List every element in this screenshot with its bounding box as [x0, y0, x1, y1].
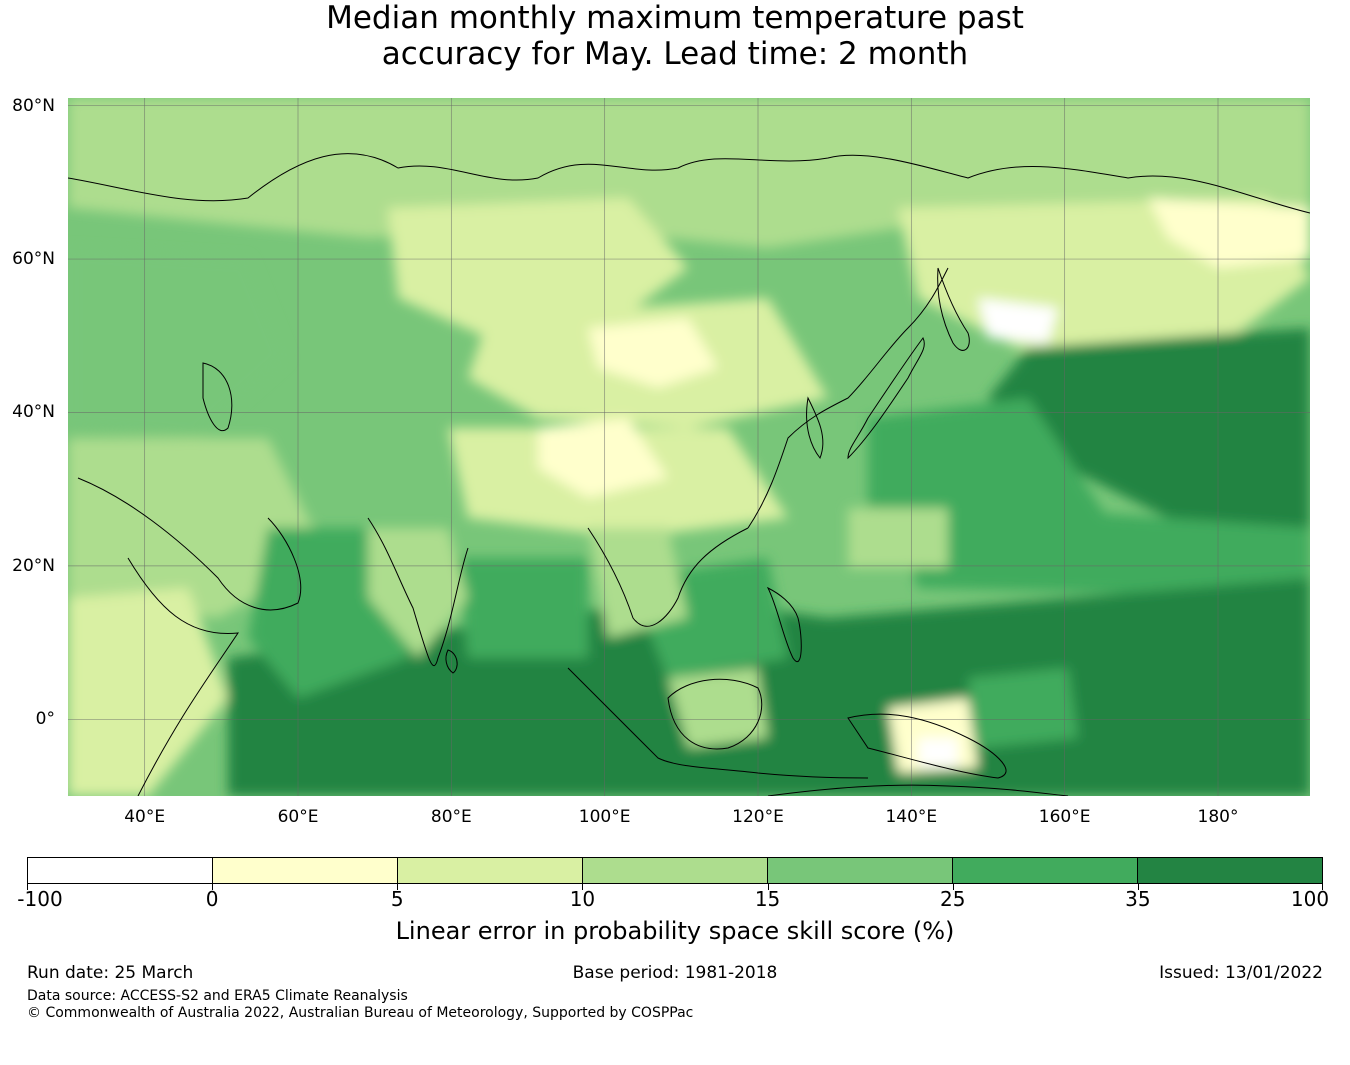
lat-label: 0° — [35, 709, 55, 730]
skill-patch-wpacific-mid — [888, 498, 1310, 598]
data-source: Data source: ACCESS-S2 and ERA5 Climate … — [27, 988, 408, 1004]
lon-label: 180° — [1197, 807, 1239, 827]
coastline-australia-north — [767, 784, 1069, 796]
colorbar-tick — [767, 884, 769, 890]
colorbar-tick-label: 0 — [205, 887, 219, 911]
lat-label: 60°N — [12, 249, 55, 270]
coastline-africa-horn — [127, 557, 240, 796]
skill-patch-wpacific-light — [848, 508, 948, 568]
skill-patch-indochina-light — [588, 528, 688, 638]
colorbar-segment — [28, 858, 213, 883]
lon-label: 160°E — [1038, 807, 1091, 827]
lat-label: 80°N — [12, 95, 55, 116]
lat-label: 40°N — [12, 402, 55, 423]
coastline-sumatra-java — [567, 667, 869, 779]
colorbar-segment — [213, 858, 398, 883]
skill-patch-bay-of-bengal-mid — [458, 558, 588, 658]
skill-patch-china-verylight — [538, 418, 668, 498]
colorbar-tick-label: 35 — [1125, 887, 1151, 911]
skill-patch-siberia-light — [388, 198, 688, 338]
colorbar-segment — [768, 858, 953, 883]
lat-label: 20°N — [12, 555, 55, 576]
colorbar-tick-label: 100 — [1290, 887, 1330, 911]
coastline-indochina — [587, 527, 749, 627]
lon-label: 140°E — [885, 807, 938, 827]
skill-patch-kamchatka-white — [978, 298, 1058, 343]
colorbar-tick — [1322, 884, 1323, 890]
colorbar — [27, 857, 1323, 884]
coastline-arabia — [77, 477, 302, 611]
title-line-1: Median monthly maximum temperature past — [326, 0, 1024, 36]
coastline-china-east — [747, 267, 949, 529]
colorbar-segment — [398, 858, 583, 883]
graticule — [68, 98, 1310, 796]
skill-score-map — [68, 98, 1310, 796]
colorbar-tick — [1137, 884, 1139, 890]
issued-date: Issued: 13/01/2022 — [1159, 963, 1323, 983]
colorbar-tick — [212, 884, 214, 890]
coastline-caspian — [202, 362, 233, 431]
colorbar-segment — [953, 858, 1138, 883]
coastline-korea — [806, 396, 824, 459]
colorbar-tick-label: 25 — [939, 887, 966, 911]
coastline-png — [847, 713, 1007, 779]
skill-patch-china-verylight-2 — [588, 318, 718, 388]
base-period: Base period: 1981-2018 — [572, 963, 778, 983]
coastline-india — [367, 517, 469, 666]
coastline-philippines — [766, 586, 802, 662]
lon-label: 80°E — [430, 807, 472, 827]
coastlines — [68, 153, 1310, 796]
colorbar-tick-label: 10 — [569, 887, 596, 911]
lon-label: 40°E — [124, 807, 166, 827]
run-date: Run date: 25 March — [27, 963, 194, 983]
coastline-srilanka — [445, 649, 458, 674]
lon-label: 60°E — [277, 807, 319, 827]
coastline-japan — [847, 337, 925, 460]
skill-patch-tropics-mid — [968, 668, 1078, 748]
coastline-borneo — [667, 678, 763, 750]
copyright: © Commonwealth of Australia 2022, Austra… — [27, 1005, 694, 1021]
skill-patch-india-light — [368, 528, 468, 658]
colorbar-segment — [583, 858, 768, 883]
lon-label: 120°E — [732, 807, 784, 827]
colorbar-tick-label: 5 — [390, 887, 404, 911]
title-line-2: accuracy for May. Lead time: 2 month — [381, 36, 969, 72]
skill-patch-png-white — [918, 738, 958, 766]
colorbar-title: Linear error in probability space skill … — [395, 917, 955, 945]
lon-label: 100°E — [578, 807, 631, 827]
skill-patch-eastsib-verylight — [1148, 198, 1310, 268]
colorbar-segment — [1138, 858, 1322, 883]
map-title: Median monthly maximum temperature past … — [0, 0, 1350, 72]
coastline-kamchatka — [937, 267, 970, 351]
colorbar-tick — [952, 884, 954, 890]
coastline-arctic — [68, 153, 1310, 214]
colorbar-tick — [582, 884, 584, 890]
colorbar-tick-label: -100 — [17, 887, 63, 911]
colorbar-tick-label: 15 — [754, 887, 781, 911]
skill-patch-africa-light — [68, 588, 228, 796]
colorbar-tick — [27, 884, 28, 890]
colorbar-tick — [397, 884, 399, 890]
skill-patch-europe-mid — [68, 248, 288, 438]
skill-patch-hawaii-dark — [1118, 348, 1310, 518]
skill-patch-borneo-light — [668, 668, 768, 748]
